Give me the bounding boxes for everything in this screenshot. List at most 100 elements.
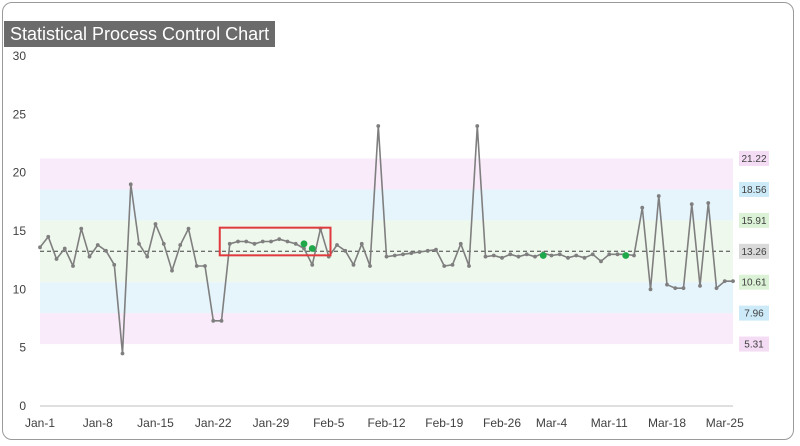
data-point — [483, 254, 488, 259]
data-point — [632, 253, 636, 258]
limit-label: 21.22 — [741, 154, 766, 165]
data-point — [219, 318, 224, 323]
limit-label: 5.31 — [744, 340, 764, 351]
limit-label: 7.96 — [744, 309, 764, 320]
limit-label: 15.91 — [741, 216, 766, 227]
data-point — [211, 318, 216, 323]
data-point — [458, 241, 463, 246]
data-point — [285, 239, 290, 244]
data-point — [161, 241, 166, 246]
limit-badge — [739, 336, 769, 352]
y-tick-label: 30 — [13, 49, 27, 63]
data-point — [475, 124, 480, 128]
data-point — [434, 247, 438, 252]
y-tick-label: 15 — [13, 224, 27, 238]
x-tick-label: Jan-1 — [25, 416, 55, 430]
x-tick-label: Jan-15 — [137, 416, 174, 430]
data-point — [450, 262, 455, 267]
data-point — [54, 257, 59, 261]
chart-title: Statistical Process Control Chart — [4, 21, 276, 47]
data-point — [599, 259, 603, 264]
data-point — [467, 264, 471, 268]
data-point — [640, 205, 645, 210]
data-point — [500, 255, 504, 260]
data-point — [128, 182, 133, 187]
data-point — [269, 239, 273, 244]
data-point — [566, 255, 570, 260]
data-point — [145, 254, 150, 259]
data-point — [491, 253, 496, 258]
limit-label: 18.56 — [741, 185, 766, 196]
data-point — [590, 252, 595, 257]
data-point — [607, 252, 612, 257]
data-point — [656, 194, 661, 198]
x-tick-label: Feb-26 — [483, 416, 521, 430]
data-point — [673, 286, 678, 291]
x-tick-label: Jan-8 — [83, 416, 113, 430]
data-point — [401, 252, 405, 257]
data-point — [170, 268, 174, 273]
data-point — [681, 286, 686, 291]
data-point — [194, 264, 199, 268]
data-point — [533, 254, 537, 259]
data-point — [648, 287, 653, 292]
control-band-3 — [40, 282, 733, 314]
data-point — [79, 226, 84, 231]
control-band-0 — [40, 158, 733, 190]
data-point — [508, 252, 513, 257]
data-point — [706, 201, 711, 205]
limit-label: 13.26 — [741, 247, 766, 258]
y-tick-label: 0 — [19, 399, 26, 413]
data-point — [689, 202, 694, 207]
data-point — [293, 241, 298, 246]
x-tick-label: Jan-29 — [253, 416, 290, 430]
data-point — [417, 250, 422, 254]
x-tick-label: Mar-4 — [536, 416, 568, 430]
data-point — [277, 237, 282, 242]
x-tick-label: Feb-5 — [313, 416, 345, 430]
control-band-4 — [40, 313, 733, 345]
data-point — [714, 286, 719, 291]
data-point — [112, 262, 117, 267]
data-point — [203, 264, 207, 268]
data-point — [665, 282, 669, 287]
data-point — [260, 239, 265, 244]
control-band-1 — [40, 189, 733, 221]
data-point — [574, 253, 579, 258]
y-tick-label: 25 — [13, 107, 27, 121]
data-point — [722, 279, 727, 284]
data-point — [62, 246, 67, 251]
data-point — [442, 264, 447, 268]
data-point — [376, 124, 381, 128]
limit-badge — [739, 212, 769, 228]
limit-badge — [739, 274, 769, 290]
x-tick-label: Mar-11 — [591, 416, 628, 430]
data-point — [120, 351, 125, 356]
limit-badge — [739, 243, 769, 259]
data-point — [698, 283, 702, 288]
x-tick-label: Mar-25 — [706, 416, 744, 430]
data-point — [351, 262, 356, 267]
data-point — [71, 264, 75, 268]
data-point — [731, 279, 735, 284]
data-point — [186, 226, 191, 231]
data-point — [557, 252, 562, 257]
data-point — [368, 264, 372, 268]
data-point — [38, 245, 42, 250]
data-point — [227, 241, 232, 246]
y-tick-label: 20 — [13, 166, 27, 180]
data-point — [582, 255, 587, 260]
data-point — [425, 248, 430, 253]
data-point — [359, 241, 364, 246]
highlight-point — [622, 252, 630, 259]
limit-badge — [739, 181, 769, 197]
data-point — [392, 253, 397, 258]
data-point — [335, 243, 339, 247]
y-tick-label: 10 — [13, 282, 27, 296]
limit-label: 10.61 — [741, 278, 766, 289]
data-point — [104, 248, 108, 253]
data-point — [244, 239, 249, 244]
data-point — [409, 251, 414, 256]
x-tick-label: Jan-22 — [195, 416, 232, 430]
